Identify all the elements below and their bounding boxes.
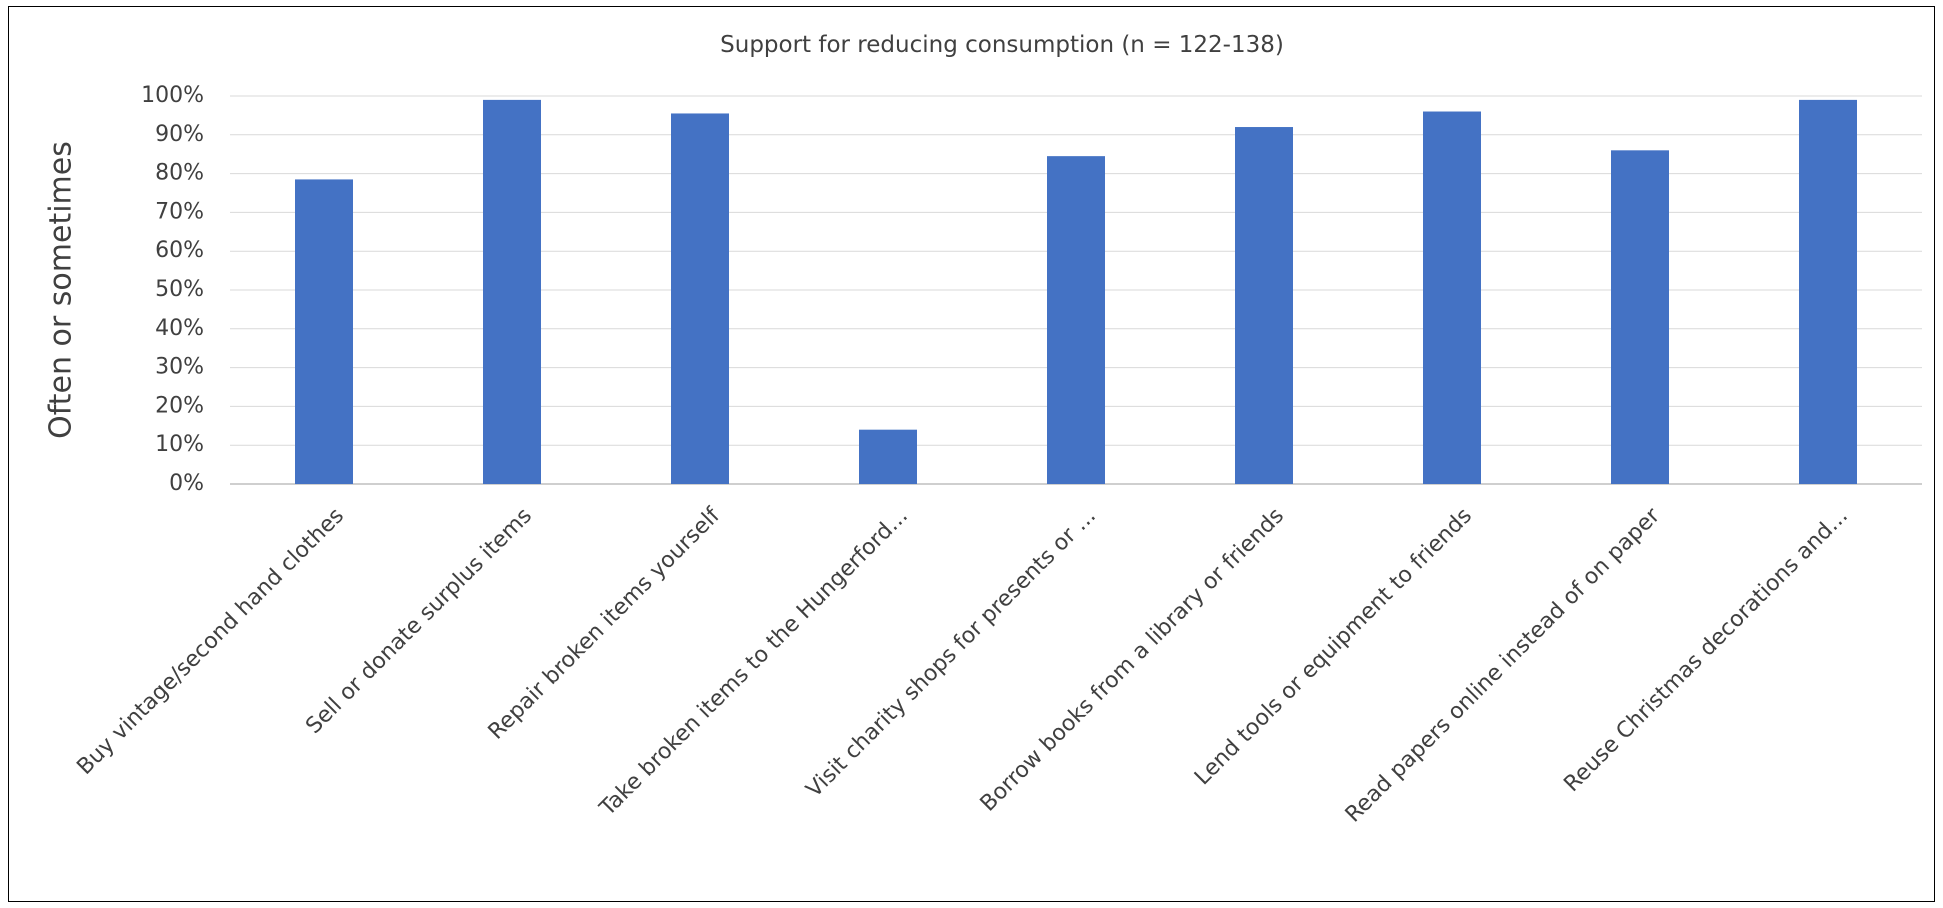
bar: [295, 179, 353, 485]
y-tick-label: 0%: [169, 471, 204, 496]
x-category-label: Buy vintage/second hand clothes: [72, 503, 349, 780]
bar: [1235, 127, 1293, 484]
bars: [295, 99, 1857, 485]
bar: [671, 113, 729, 485]
y-tick-label: 60%: [155, 238, 204, 263]
y-tick-label: 80%: [155, 161, 204, 186]
y-tick-label: 20%: [155, 393, 204, 418]
y-tick-labels: 0% 10% 20% 30% 40% 50% 60% 70% 80% 90% 100%: [141, 83, 204, 496]
bar: [859, 429, 917, 484]
x-category-label: Visit charity shops for presents or ...: [802, 503, 1101, 802]
chart-title: Support for reducing consumption (n = 12…: [720, 32, 1284, 58]
y-tick-label: 50%: [155, 277, 204, 302]
bar: [1799, 99, 1857, 484]
y-tick-label: 90%: [155, 122, 204, 147]
y-tick-label: 70%: [155, 199, 204, 224]
bar: [1047, 156, 1105, 484]
y-tick-label: 30%: [155, 355, 204, 380]
y-tick-label: 100%: [141, 83, 204, 108]
x-category-label: Take broken items to the Hungerford...: [595, 503, 913, 821]
bar: [1611, 150, 1669, 484]
x-category-label: Borrow books from a library or friends: [976, 503, 1289, 816]
y-tick-label: 40%: [155, 316, 204, 341]
x-category-label: Read papers online instead of on paper: [1341, 503, 1666, 828]
bar: [483, 99, 541, 484]
y-tick-label: 10%: [155, 432, 204, 457]
x-category-label: Sell or donate surplus items: [301, 503, 537, 739]
y-axis-label: Often or sometimes: [44, 141, 79, 439]
bar: [1423, 111, 1481, 485]
